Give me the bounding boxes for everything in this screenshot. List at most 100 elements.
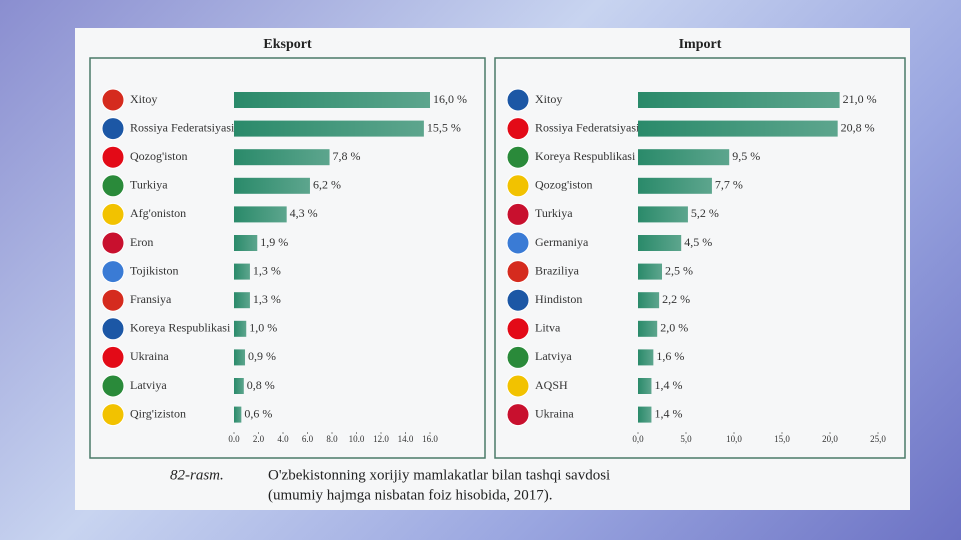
- flag-icon: [101, 202, 125, 226]
- flag-icon: [101, 88, 125, 112]
- value-label: 20,8 %: [841, 120, 875, 134]
- bar: [638, 378, 652, 394]
- value-label: 0,8 %: [247, 378, 275, 392]
- bar: [234, 177, 310, 194]
- bar: [234, 263, 250, 280]
- flag-icon: [101, 403, 125, 427]
- category-label: Koreya Respublikasi: [130, 321, 231, 335]
- x-tick-label: 10.0: [349, 434, 365, 444]
- chart-frame: [494, 57, 906, 459]
- bar: [638, 149, 730, 166]
- category-label: Qozog'iston: [535, 178, 593, 192]
- value-label: 2,0 %: [660, 321, 688, 335]
- bar: [234, 92, 430, 108]
- flag-icon: [101, 231, 125, 255]
- chart-title: Eksport: [263, 37, 312, 52]
- value-label: 4,5 %: [684, 235, 712, 249]
- bar: [234, 120, 424, 137]
- category-label: Turkiya: [535, 206, 573, 220]
- bar: [638, 206, 688, 223]
- value-label: 0,9 %: [248, 349, 276, 363]
- bar: [234, 378, 244, 394]
- bar: [638, 292, 660, 309]
- x-tick-label: 2.0: [253, 434, 265, 444]
- flag-icon: [506, 345, 530, 369]
- panel: [75, 28, 910, 510]
- value-label: 9,5 %: [732, 149, 760, 163]
- category-label: Litva: [535, 321, 561, 335]
- figure-label: 82-rasm.: [170, 467, 224, 483]
- bar: [638, 349, 654, 366]
- flag-icon: [506, 145, 530, 169]
- category-label: Hindiston: [535, 292, 582, 306]
- value-label: 0,6 %: [244, 406, 272, 420]
- value-label: 16,0 %: [433, 92, 467, 106]
- category-label: AQSH: [535, 378, 568, 392]
- flag-icon: [101, 317, 125, 341]
- value-label: 5,2 %: [691, 206, 719, 220]
- flag-icon: [506, 403, 530, 427]
- flag-icon: [506, 374, 530, 398]
- x-tick-label: 14.0: [398, 434, 414, 444]
- x-tick-label: 20,0: [822, 434, 838, 444]
- category-label: Rossiya Federatsiyasi: [130, 120, 235, 134]
- flag-icon: [506, 317, 530, 341]
- x-tick-label: 8.0: [326, 434, 338, 444]
- category-label: Germaniya: [535, 235, 589, 249]
- category-label: Qozog'iston: [130, 149, 188, 163]
- value-label: 2,2 %: [662, 292, 690, 306]
- chart-frame: [89, 57, 486, 459]
- bar: [638, 177, 712, 194]
- flag-icon: [101, 288, 125, 312]
- caption-line: O'zbekistonning xorijiy mamlakatlar bila…: [268, 467, 610, 483]
- value-label: 1,0 %: [249, 321, 277, 335]
- bar: [234, 292, 250, 309]
- value-label: 6,2 %: [313, 178, 341, 192]
- bar: [638, 406, 652, 423]
- value-label: 2,5 %: [665, 263, 693, 277]
- flag-icon: [506, 231, 530, 255]
- flag-icon: [506, 288, 530, 312]
- x-tick-label: 0.0: [228, 434, 240, 444]
- flag-icon: [506, 260, 530, 284]
- category-label: Ukraina: [130, 349, 169, 363]
- category-label: Rossiya Federatsiyasi: [535, 120, 640, 134]
- bar: [638, 92, 840, 108]
- value-label: 1,4 %: [654, 378, 682, 392]
- x-tick-label: 15,0: [774, 434, 790, 444]
- value-label: 7,7 %: [715, 178, 743, 192]
- flag-icon: [506, 174, 530, 198]
- category-label: Qirg'iziston: [130, 406, 186, 420]
- bar: [638, 320, 658, 337]
- category-label: Latviya: [535, 349, 572, 363]
- bar: [638, 120, 838, 137]
- caption-line: (umumiy hajmga nisbatan foiz hisobida, 2…: [268, 487, 553, 503]
- category-label: Koreya Respublikasi: [535, 149, 636, 163]
- bar: [638, 263, 662, 280]
- x-tick-label: 5,0: [680, 434, 692, 444]
- bar: [234, 349, 246, 366]
- bar: [234, 320, 247, 337]
- category-label: Braziliya: [535, 263, 580, 277]
- category-label: Xitoy: [130, 92, 157, 106]
- category-label: Fransiya: [130, 292, 172, 306]
- bar: [234, 149, 330, 166]
- x-tick-label: 10,0: [726, 434, 742, 444]
- flag-icon: [101, 345, 125, 369]
- value-label: 7,8 %: [333, 149, 361, 163]
- category-label: Turkiya: [130, 178, 168, 192]
- category-label: Afg'oniston: [130, 206, 186, 220]
- chart-title: Import: [679, 37, 722, 52]
- x-tick-label: 25,0: [870, 434, 886, 444]
- value-label: 1,6 %: [656, 349, 684, 363]
- value-label: 1,4 %: [654, 406, 682, 420]
- flag-icon: [506, 202, 530, 226]
- bar: [234, 235, 258, 251]
- value-label: 1,3 %: [253, 263, 281, 277]
- category-label: Eron: [130, 235, 153, 249]
- flag-icon: [101, 145, 125, 169]
- x-tick-label: 12.0: [373, 434, 389, 444]
- x-tick-label: 16.0: [422, 434, 438, 444]
- flag-icon: [506, 88, 530, 112]
- x-tick-label: 4.0: [277, 434, 289, 444]
